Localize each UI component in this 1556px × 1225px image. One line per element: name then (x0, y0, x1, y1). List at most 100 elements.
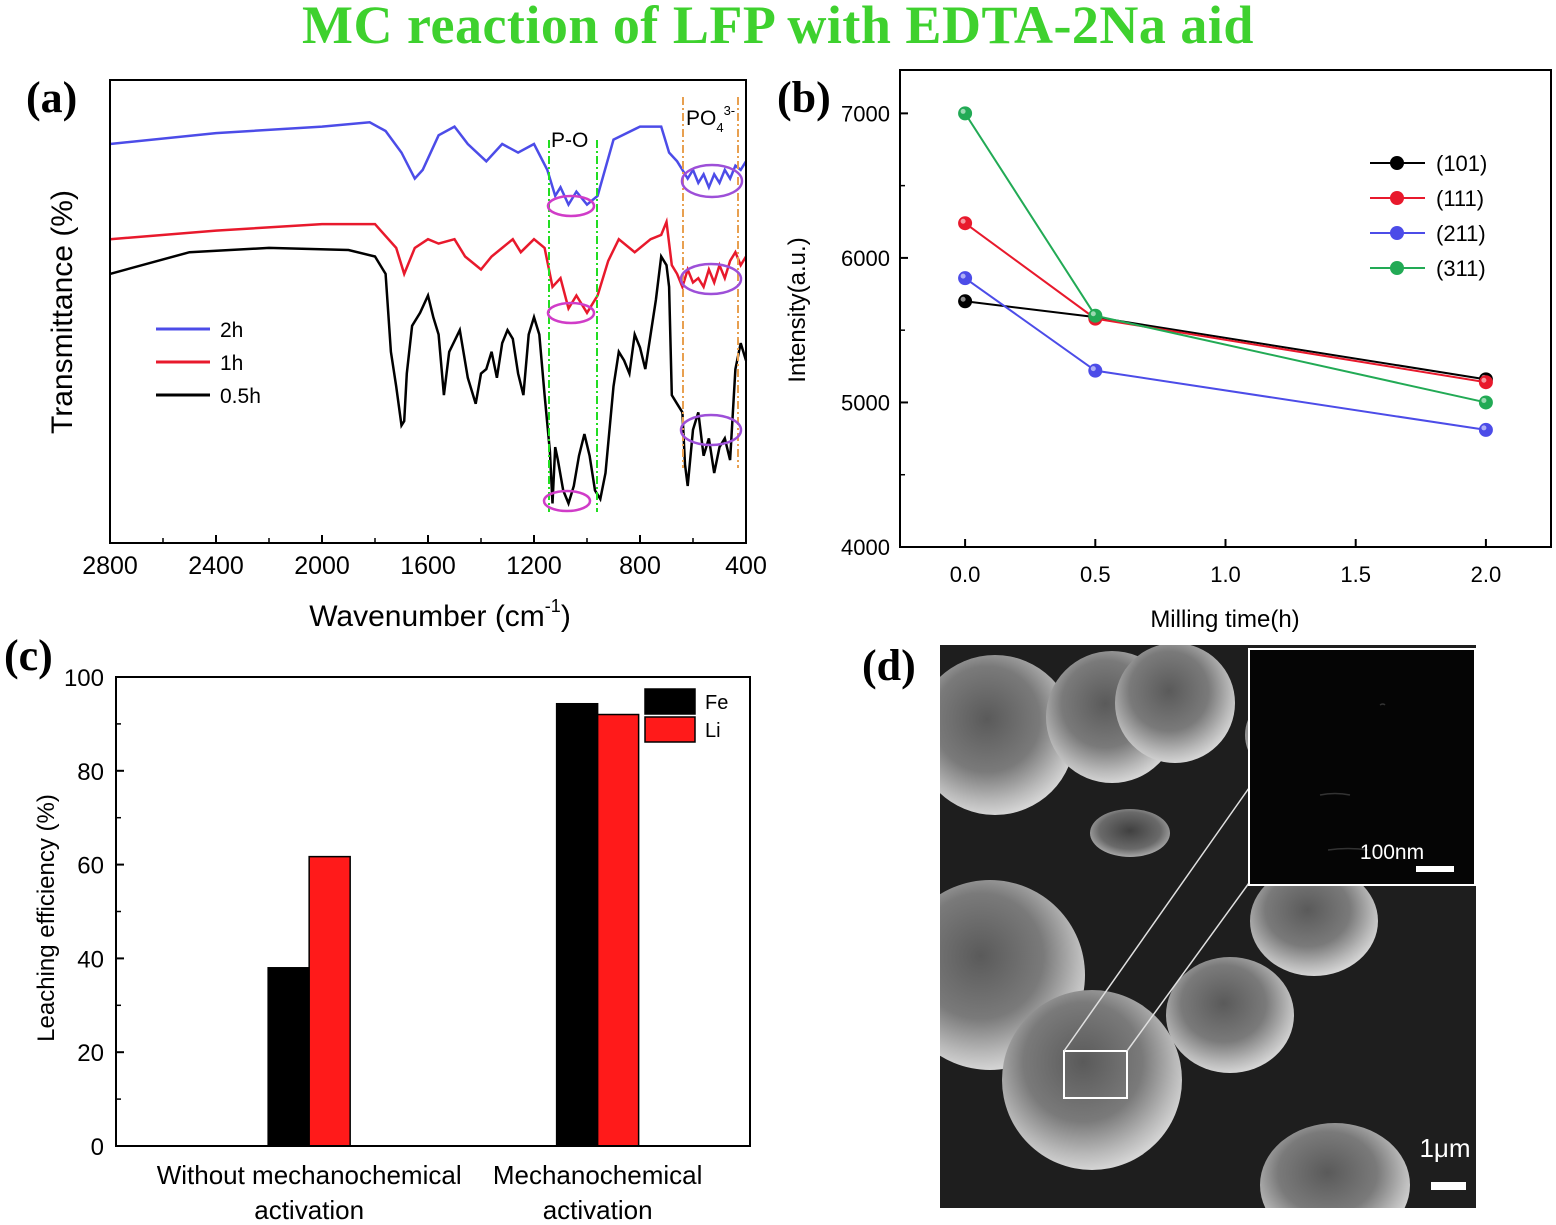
panel-a-label: (a) (26, 73, 78, 122)
intensity-y-axis-title: Intensity(a.u.) (784, 237, 811, 382)
sem-particle (1002, 990, 1182, 1170)
intensity-point (1478, 395, 1493, 410)
figure-title: MC reaction of LFP with EDTA-2Na aid (302, 0, 1254, 55)
ftir-curves (109, 121, 748, 508)
ftir-x-tick-label: 1200 (506, 552, 562, 580)
po-annotation: P-O (551, 129, 588, 152)
po4-ellipse-05h (679, 413, 743, 447)
ftir-plot-frame (109, 79, 747, 544)
intensity-x-tick-label: 2.0 (1471, 562, 1502, 587)
intensity-legend-marker (1390, 226, 1404, 240)
intensity-point (1088, 363, 1103, 378)
intensity-y-tick-label: 6000 (841, 246, 890, 271)
leaching-legend-swatch (644, 688, 696, 715)
intensity-y-tick-label: 5000 (841, 390, 890, 415)
leaching-y-tick-label: 80 (77, 759, 104, 786)
leaching-y-tick-label: 40 (77, 946, 104, 973)
intensity-legend-label: (211) (1436, 221, 1486, 246)
intensity-point (958, 106, 973, 121)
bar-fe-1 (555, 702, 599, 1147)
ftir-series-2h (109, 121, 748, 208)
intensity-legend-marker (1390, 191, 1404, 205)
leaching-y-tick-label: 0 (91, 1134, 104, 1161)
intensity-legend-label: (111) (1436, 186, 1484, 211)
legend-label-1h: 1h (220, 352, 243, 375)
intensity-x-tick-label: 1.0 (1210, 562, 1241, 587)
leaching-category-label: Mechanochemical (493, 1160, 703, 1190)
ftir-x-tick-label: 1600 (400, 552, 456, 580)
panel-d-label: (d) (862, 641, 916, 690)
leaching-category-label: Without mechanochemical (157, 1160, 462, 1190)
intensity-point-highlight (960, 108, 966, 114)
panel-c-label: (c) (4, 631, 53, 680)
intensity-legend-label: (311) (1436, 256, 1486, 281)
intensity-point (958, 294, 973, 309)
intensity-point-highlight (960, 273, 966, 279)
sem-particle (1115, 645, 1235, 763)
leaching-legend: Fe Li (644, 688, 728, 743)
sem-zoom-region (1063, 1050, 1128, 1099)
ftir-y-axis-title: Transmittance (%) (46, 190, 79, 434)
intensity-point-highlight (1481, 377, 1487, 383)
leaching-legend-swatch (644, 716, 696, 743)
leaching-y-tick-label: 20 (77, 1040, 104, 1067)
po4-ellipse-2h (680, 163, 744, 199)
intensity-plot-frame (899, 69, 1552, 548)
intensity-x-axis-title: Milling time(h) (1150, 606, 1299, 633)
leaching-legend-label: Fe (705, 692, 728, 714)
ftir-x-tick-label: 2800 (82, 552, 138, 580)
intensity-legend-label: (101) (1436, 151, 1487, 176)
intensity-point (1088, 308, 1103, 323)
ftir-legend: 2h 1h 0.5h (156, 319, 261, 408)
bar-li-1 (596, 713, 640, 1147)
intensity-line-3 (964, 112, 1487, 404)
intensity-line-2 (964, 277, 1487, 431)
inset-scale-bar (1416, 866, 1454, 872)
ftir-x-ticks: 2800 2400 2000 1600 1200 800 400 (82, 535, 767, 580)
main-scale-bar (1431, 1182, 1466, 1190)
ftir-x-axis-title: Wavenumber (cm-1) (309, 596, 571, 633)
intensity-legend-marker (1390, 156, 1404, 170)
ftir-x-tick-label: 400 (725, 552, 767, 580)
intensity-x-tick-label: 0.0 (950, 562, 981, 587)
intensity-point (1478, 375, 1493, 390)
leaching-y-tick-label: 100 (64, 665, 104, 692)
intensity-x-tick-label: 1.5 (1340, 562, 1371, 587)
inset-scale-label: 100nm (1360, 841, 1424, 864)
leaching-ticks: 0 20 40 60 80 100 (64, 665, 124, 1161)
ftir-series-05h (109, 246, 748, 508)
leaching-category-label: activation (254, 1195, 364, 1225)
leaching-y-tick-label: 60 (77, 853, 104, 880)
leaching-chart: Without mechanochemical activation Mechano… (33, 665, 751, 1225)
intensity-legend: (101) (111) (211) (311) (1370, 151, 1487, 281)
intensity-point-highlight (1090, 311, 1096, 317)
bar-fe-0 (267, 967, 310, 1147)
po-ellipse-05h (542, 489, 592, 513)
po-ellipse-1h (546, 301, 596, 325)
intensity-point-highlight (1481, 425, 1487, 431)
intensity-point (1478, 422, 1493, 437)
intensity-line-1 (964, 222, 1487, 384)
po4-ellipse-1h (679, 262, 743, 296)
intensity-point (958, 216, 973, 231)
ftir-x-tick-label: 800 (619, 552, 661, 580)
sem-zoom-line (1126, 882, 1250, 1052)
intensity-point-highlight (960, 218, 966, 224)
legend-label-2h: 2h (220, 319, 243, 342)
intensity-ticks: 4000 5000 6000 7000 0.0 0.5 1.0 1.5 2.0 (841, 101, 1501, 587)
po4-annotation: PO43- (686, 103, 735, 135)
sem-micrograph: 100nm 1μm (940, 645, 1476, 1208)
leaching-y-axis-title: Leaching efficiency (%) (33, 794, 60, 1042)
legend-label-05h: 0.5h (220, 385, 261, 408)
po-ellipse-2h (546, 194, 596, 218)
sem-particle (1090, 809, 1170, 857)
sem-particle (1166, 957, 1294, 1073)
sem-inset (1248, 648, 1476, 886)
sem-particle (940, 655, 1075, 815)
leaching-category-label: activation (543, 1195, 653, 1225)
intensity-point-highlight (960, 296, 966, 302)
intensity-chart: 4000 5000 6000 7000 0.0 0.5 1.0 1.5 2.0 (101) (11… (784, 69, 1552, 633)
panel-b-label: (b) (777, 73, 831, 122)
intensity-y-tick-label: 4000 (841, 535, 890, 560)
leaching-plot-frame (115, 676, 751, 1147)
